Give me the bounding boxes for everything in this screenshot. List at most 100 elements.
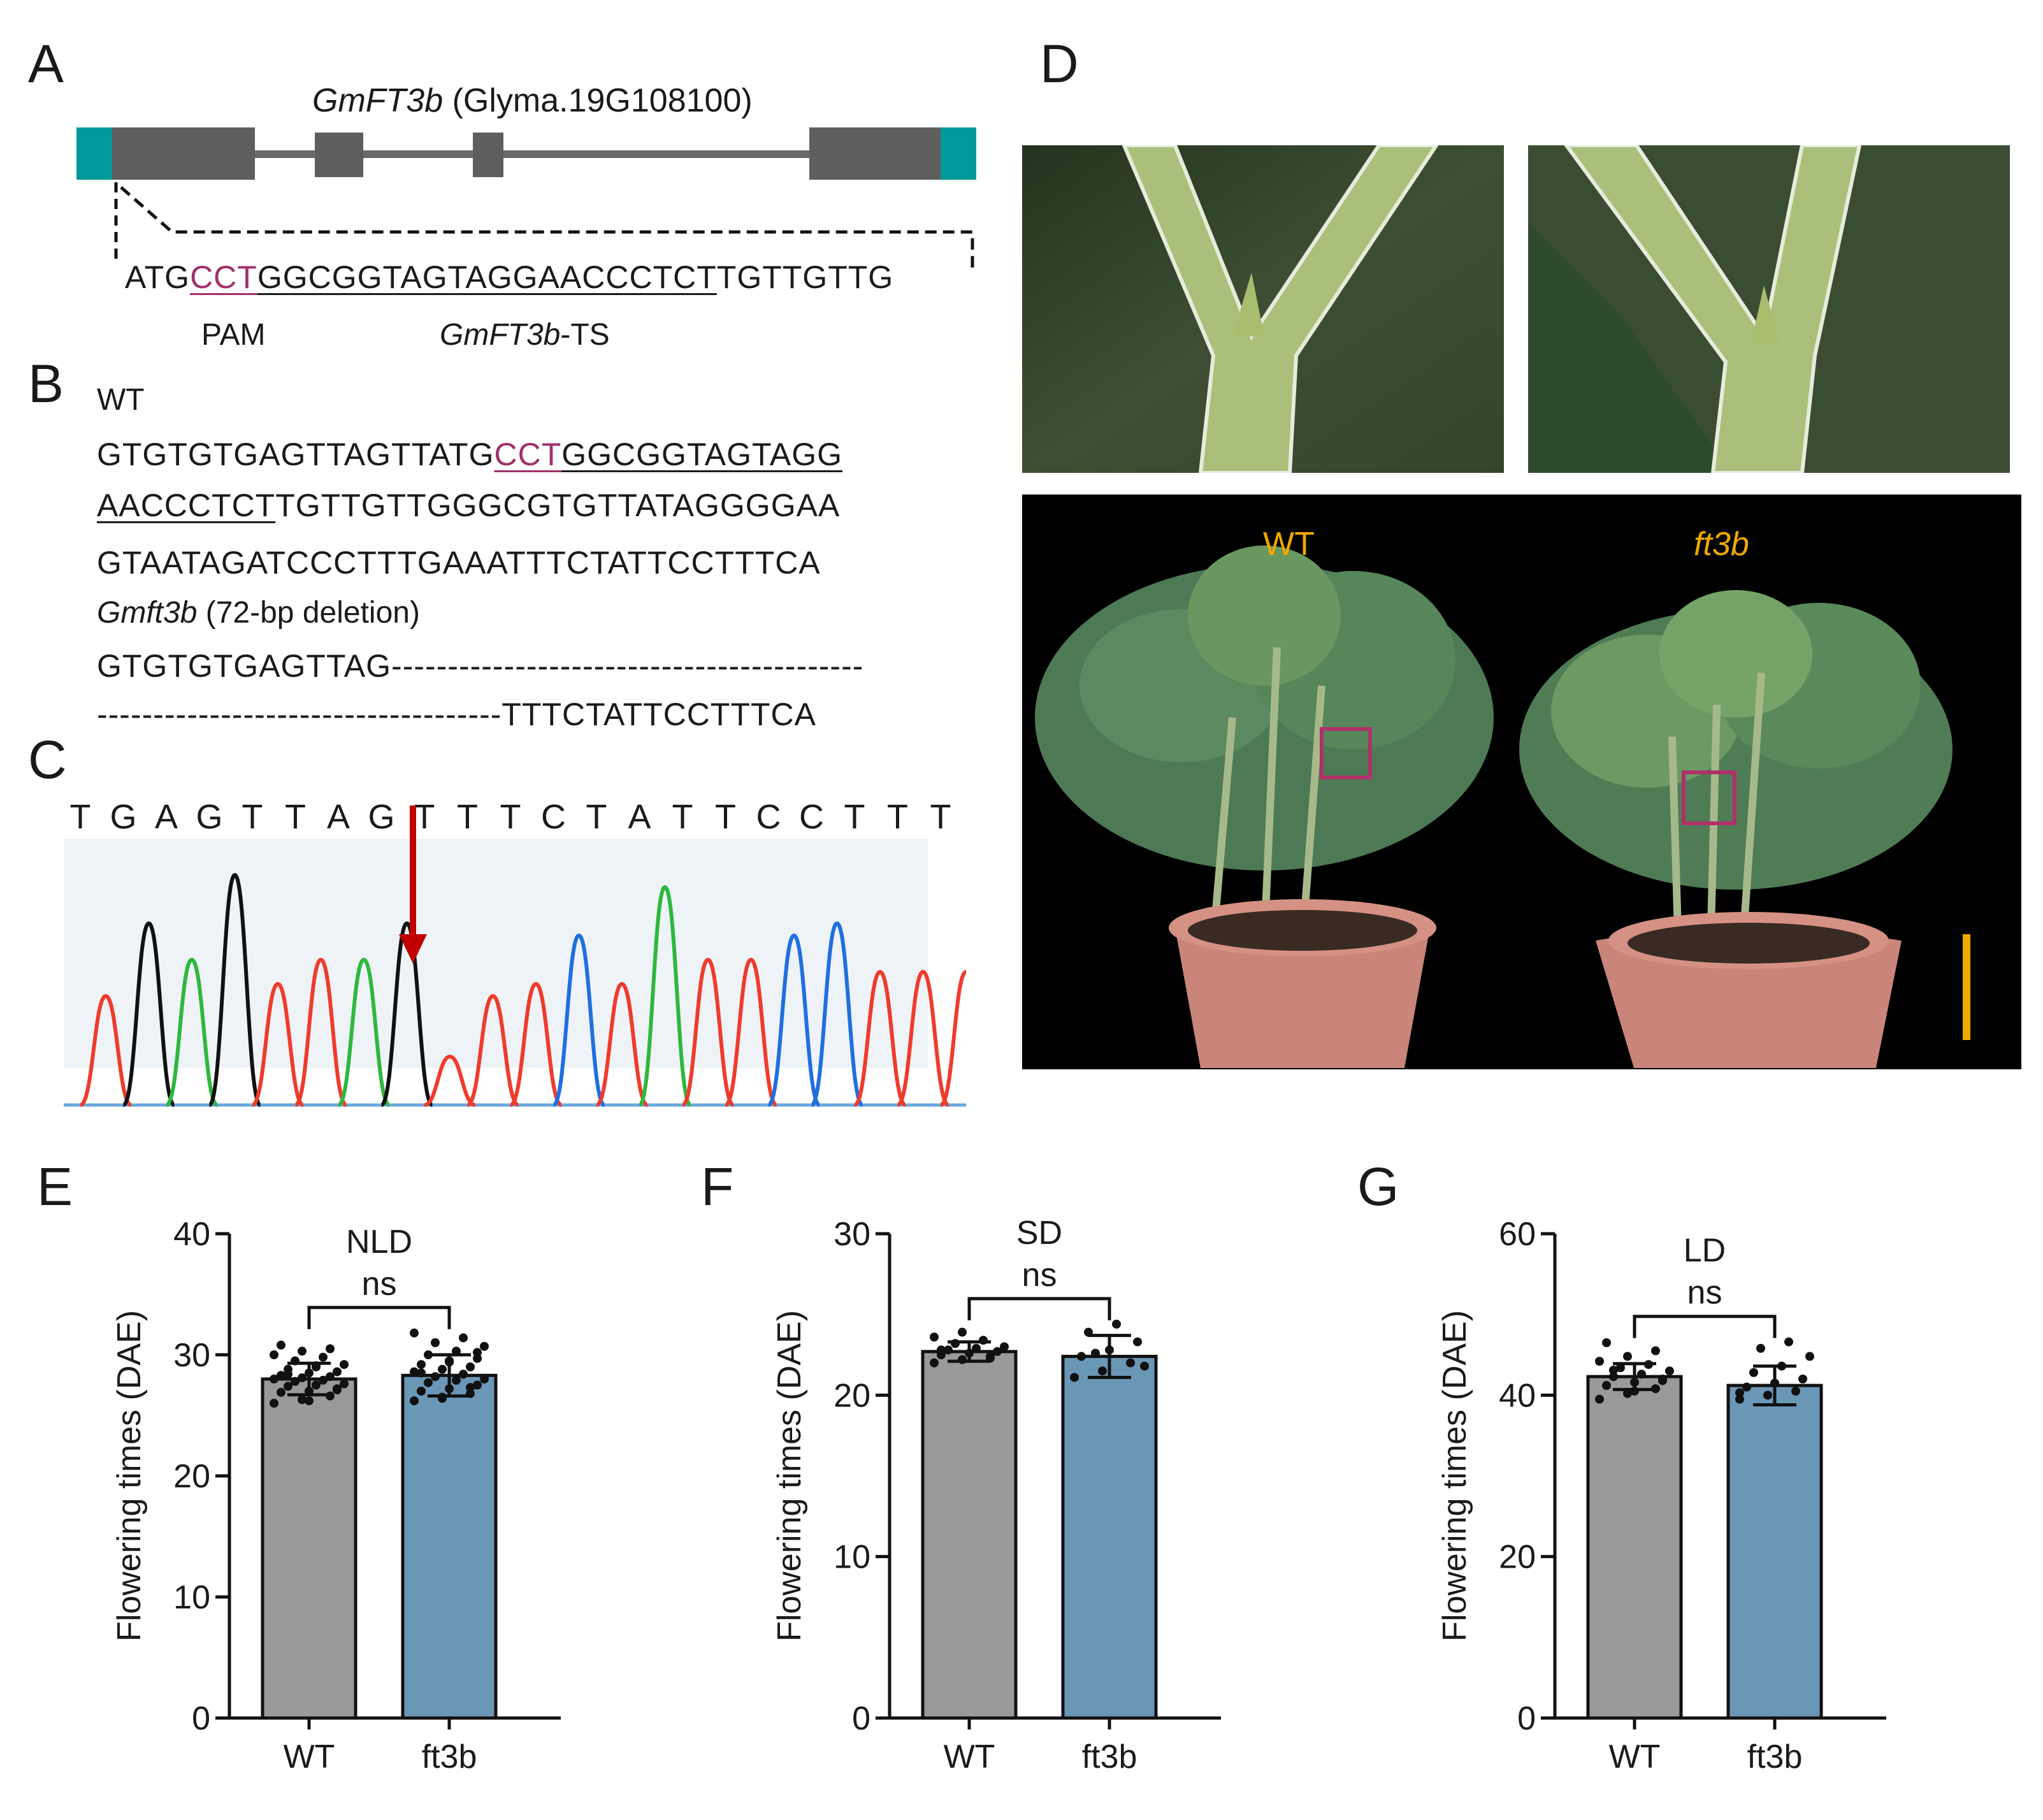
wt-label: WT: [97, 383, 145, 417]
trace-peak-T-20: [939, 969, 966, 1107]
data-point-ft3b-10: [459, 1369, 468, 1379]
base-call-13: A: [628, 798, 651, 836]
significance-label: ns: [362, 1266, 397, 1303]
data-point-WT-13: [986, 1354, 995, 1363]
data-point-ft3b-24: [466, 1383, 475, 1392]
y-tick-label-0: 0: [192, 1700, 210, 1737]
y-tick-label-3: 30: [173, 1337, 210, 1374]
data-point-WT-0: [270, 1399, 278, 1408]
bud-wt: [1232, 273, 1264, 336]
data-point-WT-15: [1630, 1387, 1639, 1396]
data-point-ft3b-5: [1798, 1375, 1807, 1383]
data-point-WT-10: [319, 1375, 328, 1385]
trace-peak-G-7: [379, 921, 435, 1107]
seq-suffix: TGTTGTTG: [716, 259, 894, 295]
data-point-WT-13: [326, 1372, 335, 1382]
data-point-WT-2: [1651, 1384, 1660, 1394]
data-point-WT-4: [1630, 1378, 1639, 1387]
zoom-line-right: [120, 186, 974, 271]
ts-suffix: -TS: [560, 318, 610, 352]
data-point-WT-6: [284, 1382, 292, 1391]
chart-title: SD: [1016, 1215, 1062, 1252]
x-tick-label-WT: WT: [284, 1738, 335, 1775]
y-tick-label-2: 20: [173, 1458, 210, 1495]
base-call-14: T: [672, 798, 693, 836]
bar-ft3b: [401, 1373, 498, 1720]
wt-seq-target-b: AACCCTCT: [97, 487, 276, 523]
base-call-0: T: [70, 798, 91, 836]
base-call-1: G: [110, 798, 136, 836]
target-site-label: GmFT3b-TS: [440, 317, 610, 352]
utr-5prime: [76, 127, 112, 180]
data-point-ft3b-9: [1756, 1343, 1765, 1353]
panel-label-b: B: [28, 354, 64, 414]
wt-seq-line-1: GTGTGTGAGTTAGTTATGCCTGGCGGTAGTAGG: [97, 438, 842, 470]
data-point-ft3b-0: [1735, 1394, 1744, 1404]
chromatogram-background: [64, 839, 928, 1068]
wt-seq-pre: GTGTGTGAGTTAGTTATG: [97, 437, 495, 472]
x-tick-label-WT: WT: [1609, 1738, 1661, 1775]
data-point-WT-19: [340, 1360, 349, 1369]
data-point-WT-21: [319, 1352, 328, 1362]
bar-ft3b: [1061, 1355, 1158, 1720]
trace-peak-A-6: [337, 957, 391, 1107]
data-point-WT-7: [312, 1380, 321, 1390]
trace-peak-T-5: [294, 957, 348, 1107]
trace-peak-T-12: [595, 981, 649, 1107]
base-call-5: T: [285, 798, 306, 836]
mutant-name: Gmft3b: [97, 596, 198, 630]
trace-peak-T-9: [466, 993, 519, 1107]
data-point-ft3b-7: [1777, 1361, 1786, 1371]
data-point-ft3b-1: [1763, 1390, 1772, 1400]
chart-title: LD: [1684, 1232, 1726, 1269]
significance-bracket: [1633, 1315, 1777, 1338]
data-point-WT-2: [326, 1391, 335, 1401]
y-tick-label-1: 10: [834, 1539, 870, 1576]
trace-peak-T-8: [424, 1054, 476, 1107]
base-call-15: T: [715, 798, 736, 836]
data-point-ft3b-7: [452, 1375, 461, 1385]
data-point-WT-26: [305, 1396, 314, 1406]
gene-title-id: (Glyma.19G108100): [443, 82, 753, 119]
data-point-WT-4: [305, 1387, 314, 1396]
data-point-ft3b-2: [1126, 1358, 1135, 1368]
deletion-arrow: [399, 805, 427, 964]
x-tick-label-ft3b: ft3b: [1747, 1738, 1803, 1775]
bar-chart-sd: 0 10 20 30 Flowering times (DAE) WT ft3b ns SD: [771, 1215, 1221, 1775]
trace-peak-G-3: [207, 872, 263, 1107]
data-point-WT-1: [958, 1355, 967, 1364]
whole-plant-photo: WT ft3b: [1022, 495, 2021, 1069]
data-point-ft3b-6: [1749, 1368, 1758, 1377]
data-point-WT-1: [298, 1395, 307, 1405]
data-point-ft3b-12: [438, 1364, 447, 1374]
y-tick-label-0: 0: [1517, 1700, 1536, 1737]
closeup-ft3b-drawing: [1528, 145, 2010, 473]
data-point-WT-8: [1000, 1342, 1009, 1352]
data-point-WT-14: [277, 1371, 285, 1380]
x-tick-label-ft3b: ft3b: [1082, 1738, 1137, 1775]
y-tick-label-0: 0: [852, 1700, 870, 1737]
trace-peak-T-4: [251, 981, 305, 1107]
data-point-WT-10: [1644, 1360, 1653, 1369]
base-call-3: G: [196, 798, 222, 836]
data-point-WT-15: [305, 1368, 314, 1378]
data-point-ft3b-5: [473, 1380, 482, 1390]
base-call-18: T: [844, 798, 865, 836]
plant-wt: [1035, 545, 1494, 1068]
data-point-ft3b-22: [410, 1328, 419, 1338]
panel-label-c: C: [28, 730, 67, 790]
base-call-9: T: [457, 798, 478, 836]
significance-label: ns: [1687, 1275, 1722, 1311]
data-point-WT-8: [1665, 1366, 1674, 1376]
bar-chart-ld: 0 20 40 60 Flowering times (DAE) WT ft3b ns LD: [1436, 1216, 1886, 1775]
data-point-ft3b-18: [452, 1347, 461, 1356]
trace-peak-A-2: [165, 957, 219, 1107]
data-point-WT-6: [1609, 1372, 1618, 1382]
seq-pam: CCT: [190, 259, 257, 295]
gene-structure-diagram: [76, 127, 976, 271]
mutant-label: Gmft3b (72-bp deletion): [97, 595, 420, 630]
data-point-ft3b-9: [431, 1372, 440, 1382]
data-point-ft3b-25: [417, 1368, 426, 1378]
data-point-WT-17: [1609, 1366, 1618, 1375]
